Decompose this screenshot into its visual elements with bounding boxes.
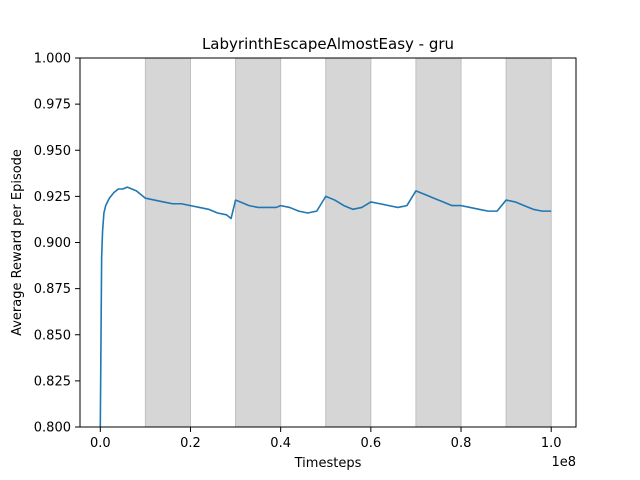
- x-axis-ticks: 0.0 0.2 0.4 0.6 0.8 1.0: [90, 427, 562, 451]
- series-layer: [99, 186, 552, 428]
- shaded-region-4: [415, 57, 462, 428]
- x-axis-multiplier: 1e8: [551, 455, 576, 470]
- y-tick-label: 0.950: [34, 144, 71, 159]
- chart-title: LabyrinthEscapeAlmostEasy - gru: [202, 35, 454, 53]
- shaded-region-2: [235, 57, 282, 428]
- y-tick-label: 0.850: [34, 328, 71, 343]
- y-tick-label: 0.975: [34, 98, 71, 113]
- y-tick-label: 0.925: [34, 190, 71, 205]
- y-axis-ticks: 0.800 0.825 0.850 0.875 0.900 0.925 0.950 0.975…: [34, 52, 80, 436]
- series-line: [99, 186, 552, 428]
- y-tick-label: 0.800: [34, 421, 71, 436]
- x-tick-label: 0.2: [180, 436, 201, 451]
- x-tick-label: 0.6: [360, 436, 381, 451]
- shaded-region-3: [325, 57, 372, 428]
- y-tick-label: 0.875: [34, 282, 71, 297]
- x-tick-label: 0.0: [90, 436, 111, 451]
- x-tick-label: 1.0: [541, 436, 562, 451]
- x-tick-label: 0.8: [451, 436, 472, 451]
- y-tick-label: 1.000: [34, 52, 71, 67]
- shaded-regions: [144, 57, 552, 428]
- shaded-region-1: [144, 57, 191, 428]
- x-tick-label: 0.4: [270, 436, 291, 451]
- x-axis-title: Timesteps: [294, 456, 362, 471]
- y-axis-title: Average Reward per Episode: [10, 149, 25, 336]
- y-tick-label: 0.825: [34, 374, 71, 389]
- y-tick-label: 0.900: [34, 236, 71, 251]
- shaded-region-5: [505, 57, 552, 428]
